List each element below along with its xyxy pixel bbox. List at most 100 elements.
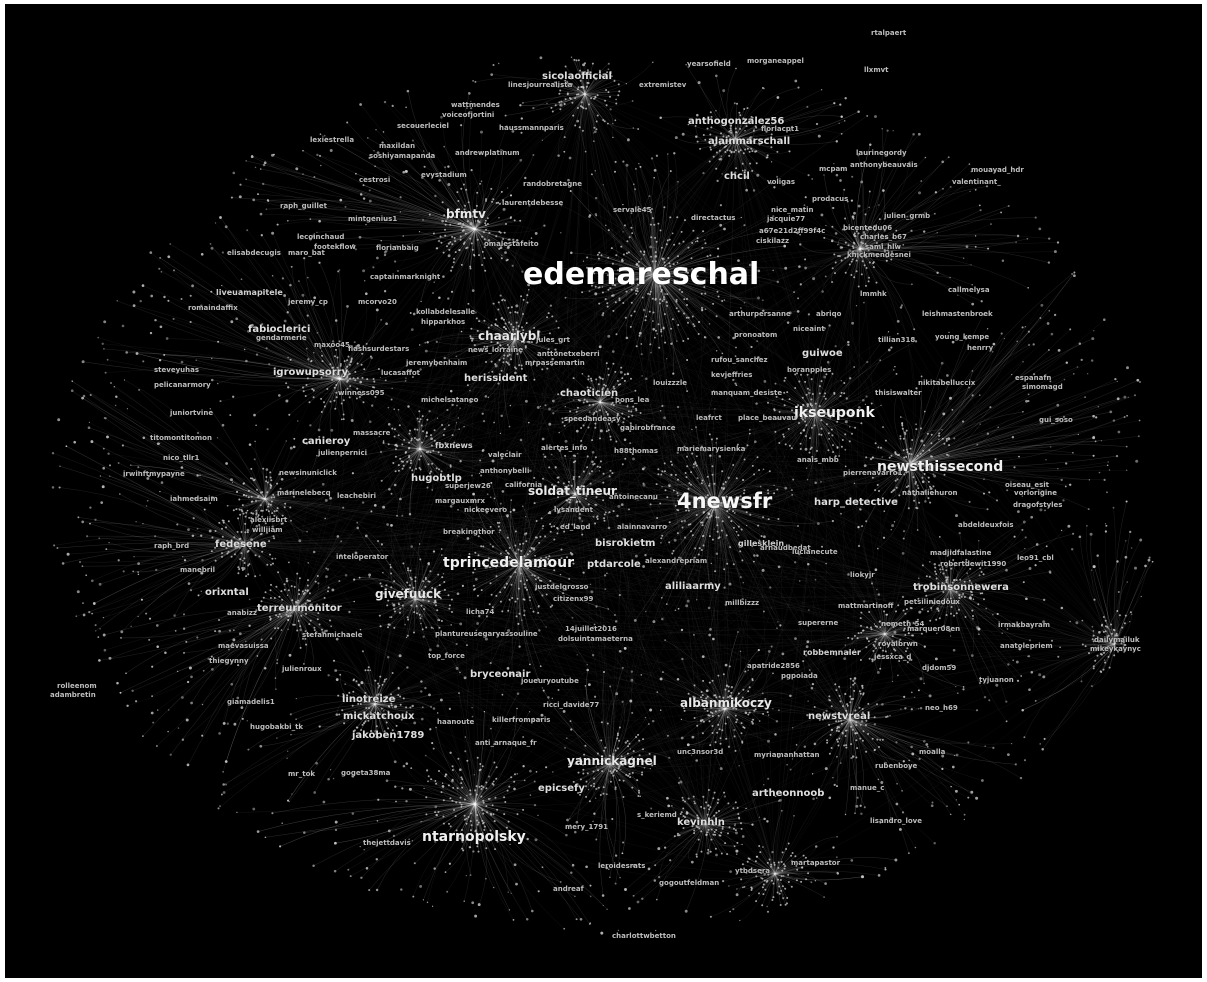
graph-edge xyxy=(724,691,791,710)
graph-edge xyxy=(643,468,716,505)
graph-edge xyxy=(714,503,755,556)
graph-edge xyxy=(136,521,246,545)
graph-edge xyxy=(339,323,387,380)
graph-edge xyxy=(157,608,296,711)
graph-edge xyxy=(704,818,765,825)
graph-edge xyxy=(363,228,476,272)
graph-edge xyxy=(514,320,557,340)
graph-edge xyxy=(479,563,521,617)
graph-edge xyxy=(471,338,516,346)
graph-edge xyxy=(340,199,476,230)
graph-edge xyxy=(654,273,741,309)
graph-edge xyxy=(949,533,1074,590)
graph-edge xyxy=(949,548,1025,590)
graph-edge xyxy=(443,146,476,230)
graph-edge xyxy=(240,290,341,380)
graph-edge xyxy=(1082,620,1116,645)
graph-edge xyxy=(352,448,421,474)
graph-edge xyxy=(109,475,246,545)
graph-edge xyxy=(710,873,776,918)
graph-edge xyxy=(909,400,1029,465)
graph-edge xyxy=(584,93,639,130)
graph-edge xyxy=(704,823,743,847)
graph-edge xyxy=(909,338,1093,465)
graph-edge xyxy=(334,803,476,872)
graph-edge xyxy=(57,542,246,549)
graph-edge xyxy=(364,670,376,705)
graph-edge xyxy=(441,117,476,230)
graph-edge xyxy=(168,256,341,380)
graph-edge xyxy=(294,576,327,610)
graph-edge xyxy=(797,232,861,250)
graph-edge xyxy=(625,273,656,338)
graph-edge xyxy=(248,330,341,380)
graph-edge xyxy=(702,450,716,505)
graph-edge xyxy=(909,444,1127,465)
graph-edge xyxy=(294,580,340,610)
graph-edge xyxy=(570,190,656,275)
graph-edge xyxy=(849,718,904,813)
graph-edge xyxy=(583,68,609,95)
graph-edge xyxy=(359,228,476,242)
network-graph-canvas[interactable]: edemareschal 4newsfr ntarnopolsky tprinc… xyxy=(5,4,1202,978)
graph-edge xyxy=(474,181,485,230)
graph-edge xyxy=(294,588,334,610)
graph-edge xyxy=(707,503,716,585)
graph-edge xyxy=(909,349,1050,465)
graph-edge xyxy=(516,563,521,647)
graph-edge xyxy=(95,543,246,632)
graph-edge xyxy=(384,228,476,256)
graph-edge xyxy=(414,598,439,646)
graph-edge xyxy=(724,704,760,722)
graph-edge xyxy=(609,686,615,765)
graph-edge xyxy=(307,315,341,380)
graph-edge xyxy=(514,334,548,341)
graph-edge xyxy=(518,563,539,680)
graph-edge xyxy=(304,803,476,833)
graph-edge xyxy=(382,572,416,600)
graph-edge xyxy=(63,543,246,564)
graph-edge xyxy=(419,448,481,461)
graph-edge xyxy=(583,257,656,275)
graph-edge xyxy=(736,873,776,895)
graph-edge xyxy=(654,273,706,310)
graph-edge xyxy=(361,194,476,230)
graph-edge xyxy=(66,445,246,545)
graph-edge xyxy=(668,805,706,825)
graph-edge xyxy=(658,822,706,849)
graph-edge xyxy=(94,543,246,604)
graph-edge xyxy=(734,88,765,140)
graph-edge xyxy=(677,494,716,505)
graph-edge xyxy=(814,347,892,415)
graph-edge xyxy=(374,703,396,762)
graph-edge xyxy=(474,187,508,230)
graph-edge xyxy=(704,806,747,825)
graph-edge xyxy=(580,93,586,152)
graph-edge xyxy=(519,562,593,592)
graph-edge xyxy=(258,495,273,508)
graph-edge xyxy=(909,449,1073,465)
graph-edge xyxy=(474,803,512,894)
graph-edge xyxy=(654,273,764,312)
graph-edge xyxy=(130,464,266,500)
graph-edge xyxy=(149,543,246,619)
graph-edge xyxy=(355,173,476,230)
graph-edge xyxy=(909,333,1002,465)
graph-edge xyxy=(474,798,492,806)
graph-edge xyxy=(805,413,816,450)
graph-edge xyxy=(949,588,1020,650)
graph-edge xyxy=(105,369,341,380)
graph-edge xyxy=(595,273,656,295)
graph-edge xyxy=(1069,621,1116,645)
graph-edge xyxy=(533,92,586,109)
graph-edge xyxy=(859,213,935,250)
graph-edge xyxy=(859,161,943,250)
graph-edge xyxy=(407,91,476,230)
graph-edge xyxy=(374,703,415,724)
graph-edge xyxy=(427,333,516,343)
graph-edge xyxy=(909,343,995,465)
graph-edge xyxy=(294,568,327,610)
graph-edge xyxy=(734,97,846,140)
graph-edge xyxy=(648,823,706,870)
graph-edge xyxy=(609,751,670,765)
